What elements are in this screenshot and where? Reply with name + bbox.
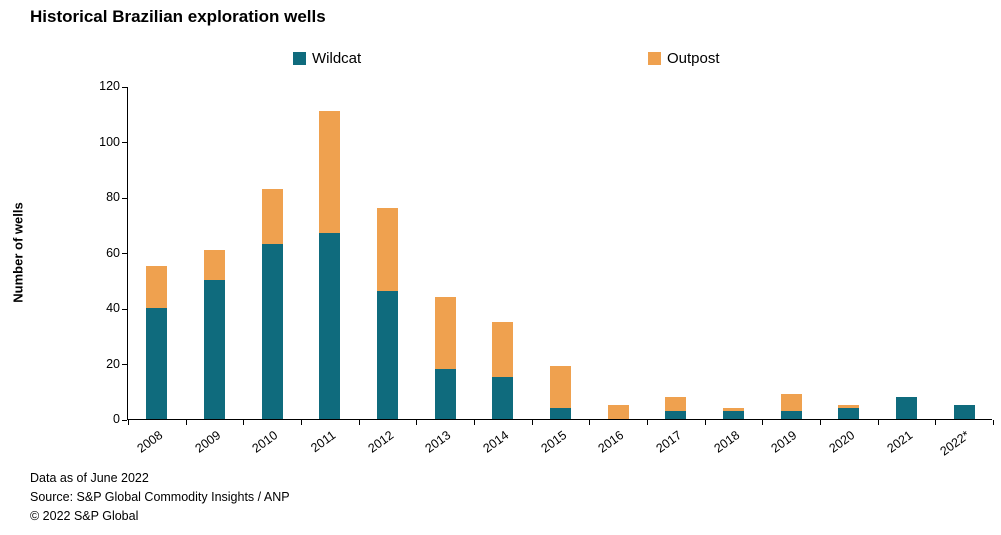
bar-segment-wildcat-2008 <box>146 308 168 419</box>
bar-segment-wildcat-2022* <box>953 405 975 419</box>
x-tick-mark <box>185 420 187 425</box>
bar-segment-wildcat-2020 <box>838 407 860 419</box>
legend-label-wildcat: Wildcat <box>312 50 362 67</box>
x-tick-mark <box>416 420 418 425</box>
y-tick-label: 120 <box>99 79 120 93</box>
x-tick-mark <box>589 420 591 425</box>
y-tick-label: 20 <box>106 356 120 371</box>
legend-item-outpost: Outpost <box>648 50 720 67</box>
x-tick-mark <box>531 420 533 425</box>
bar-segment-wildcat-2011 <box>319 233 341 419</box>
bar-segment-outpost-2012 <box>377 208 398 292</box>
x-tick-mark <box>762 420 764 425</box>
bar-segment-outpost-2019 <box>780 394 802 411</box>
y-tick-mark <box>122 197 127 199</box>
x-tick-mark <box>704 420 706 425</box>
y-tick-label: 40 <box>106 301 120 315</box>
footer-data-as-of: Data as of June 2022 <box>30 471 149 485</box>
bar-segment-outpost-2018 <box>723 407 744 411</box>
bar-segment-outpost-2008 <box>146 266 168 308</box>
legend-item-wildcat: Wildcat <box>293 50 361 67</box>
footer-source: Source: S&P Global Commodity Insights / … <box>30 490 290 504</box>
x-tick-mark <box>820 420 821 425</box>
bar-segment-wildcat-2021 <box>896 396 917 419</box>
bar-segment-outpost-2020 <box>838 405 860 408</box>
bar-segment-wildcat-2013 <box>434 369 456 419</box>
y-tick-mark <box>122 86 127 88</box>
chart-footer: Data as of June 2022 Source: S&P Global … <box>30 469 290 526</box>
bar-segment-wildcat-2017 <box>665 410 687 419</box>
bar-segment-wildcat-2015 <box>550 407 571 419</box>
outpost-swatch-icon <box>648 52 661 65</box>
legend: Wildcat Outpost <box>0 50 1001 70</box>
y-tick-label: 100 <box>99 134 120 149</box>
x-tick-mark <box>647 420 648 425</box>
x-tick-mark <box>935 420 937 425</box>
bar-segment-outpost-2013 <box>434 296 456 370</box>
bar-segment-wildcat-2018 <box>723 410 744 419</box>
footer-copyright: © 2022 S&P Global <box>30 509 139 523</box>
bar-segment-outpost-2011 <box>319 110 341 234</box>
y-tick-mark <box>122 142 127 143</box>
y-tick-label: 60 <box>106 245 120 260</box>
bar-segment-outpost-2016 <box>607 405 629 419</box>
x-tick-mark <box>128 420 129 425</box>
bar-segment-outpost-2010 <box>261 188 283 245</box>
plot-area: 0 20 40 60 80 100 120 2008 2009 2010 2011 2012 2013 2… <box>99 79 994 459</box>
y-axis-title: Number of wells <box>10 202 26 303</box>
y-tick-label: 80 <box>106 190 120 204</box>
bar-segment-wildcat-2019 <box>780 410 802 419</box>
y-tick-label: 0 <box>113 412 120 426</box>
x-tick-mark <box>474 420 475 425</box>
bar-segment-outpost-2017 <box>665 396 687 411</box>
bar-segment-wildcat-2012 <box>377 291 398 419</box>
x-tick-mark <box>877 420 879 425</box>
x-tick-mark <box>301 420 302 425</box>
bar-segment-wildcat-2014 <box>492 377 514 419</box>
bar-segment-wildcat-2010 <box>261 244 283 419</box>
x-tick-mark <box>993 420 994 425</box>
bar-segment-outpost-2009 <box>204 249 225 281</box>
bar-segment-wildcat-2009 <box>204 280 225 419</box>
x-tick-mark <box>243 420 245 425</box>
legend-label-outpost: Outpost <box>667 50 720 67</box>
y-tick-mark <box>122 419 127 421</box>
chart-title: Historical Brazilian exploration wells <box>30 7 326 26</box>
wildcat-swatch-icon <box>293 52 306 65</box>
y-tick-mark <box>122 253 127 254</box>
bar-segment-outpost-2014 <box>492 321 514 378</box>
bar-segment-outpost-2015 <box>550 366 571 408</box>
y-tick-mark <box>122 364 127 365</box>
x-tick-mark <box>358 420 360 425</box>
y-tick-mark <box>122 308 127 310</box>
